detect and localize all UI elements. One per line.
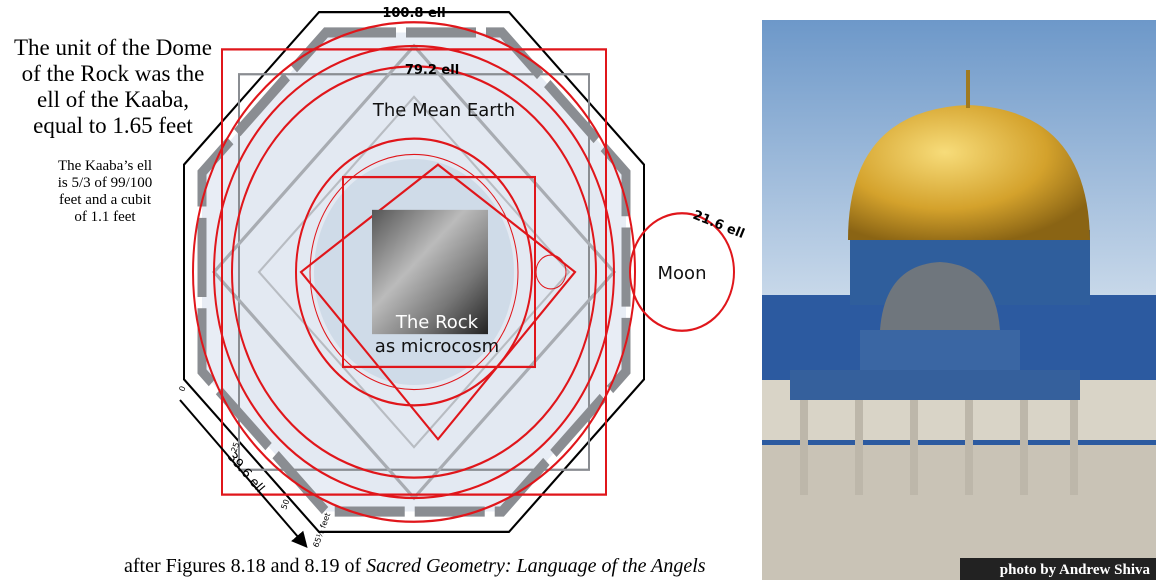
square-label: 79.2 ell [405,63,459,78]
moon-circle [629,212,735,332]
note-line: The Kaaba’s ell [58,158,152,174]
rock-image [372,209,488,335]
heading-line: The unit of the Dome [14,35,212,60]
heading-line: ell of the Kaaba, [37,87,189,112]
rock-label: The Rock [395,312,479,333]
scale-tick: 25 [229,441,241,454]
inner-square [342,175,536,369]
heading-line: equal to 1.65 feet [33,113,193,138]
column [800,400,808,495]
diamond [299,163,577,441]
column [1070,400,1078,495]
photo-credit: photo by Andrew Shiva [1000,562,1151,578]
intro-heading: The unit of the Dome of the Rock was the… [14,35,212,138]
column [855,400,863,495]
intro-note: The Kaaba’s ell is 5/3 of 99/100 feet an… [58,158,153,225]
gray-diamond [257,95,571,449]
credit-bg [960,558,1156,580]
small-dome [880,262,1000,330]
earth-circle [213,44,615,500]
column [1020,400,1028,495]
caption: after Figures 8.18 and 8.19 of Sacred Ge… [124,555,706,577]
pavement [762,430,1156,580]
column [965,400,973,495]
gray-square [238,73,590,471]
note-line: is 5/3 of 99/100 [58,175,153,191]
arcade [790,370,1080,400]
small-circle [535,254,567,290]
outer-label: 100.8 ell [382,6,445,21]
small-drum [860,330,1020,370]
note-line: feet and a cubit [59,192,152,208]
photo: photo by Andrew Shiva [762,20,1156,580]
caption-book: Sacred Geometry: Language of the Angels [366,555,706,577]
earth-label: The Mean Earth [372,100,515,121]
caption-text: after Figures 8.18 and 8.19 of [124,555,366,577]
outer-square [221,48,607,496]
gold-dome [848,105,1090,240]
moon-label: Moon [658,263,707,284]
scale-line [179,399,308,549]
note-line: of 1.1 feet [74,209,136,225]
scale-tick: 0 [177,385,187,393]
geometry [183,10,735,534]
scale-tick: 50 [279,498,291,511]
column [910,400,918,495]
circle [309,153,519,391]
heading-line: of the Rock was the [22,61,205,86]
circle [231,65,597,479]
moon-size-label: 21.6 ell [691,208,747,242]
rock-label: as microcosm [375,336,499,357]
circle [295,137,533,407]
outer-circle [192,21,636,523]
